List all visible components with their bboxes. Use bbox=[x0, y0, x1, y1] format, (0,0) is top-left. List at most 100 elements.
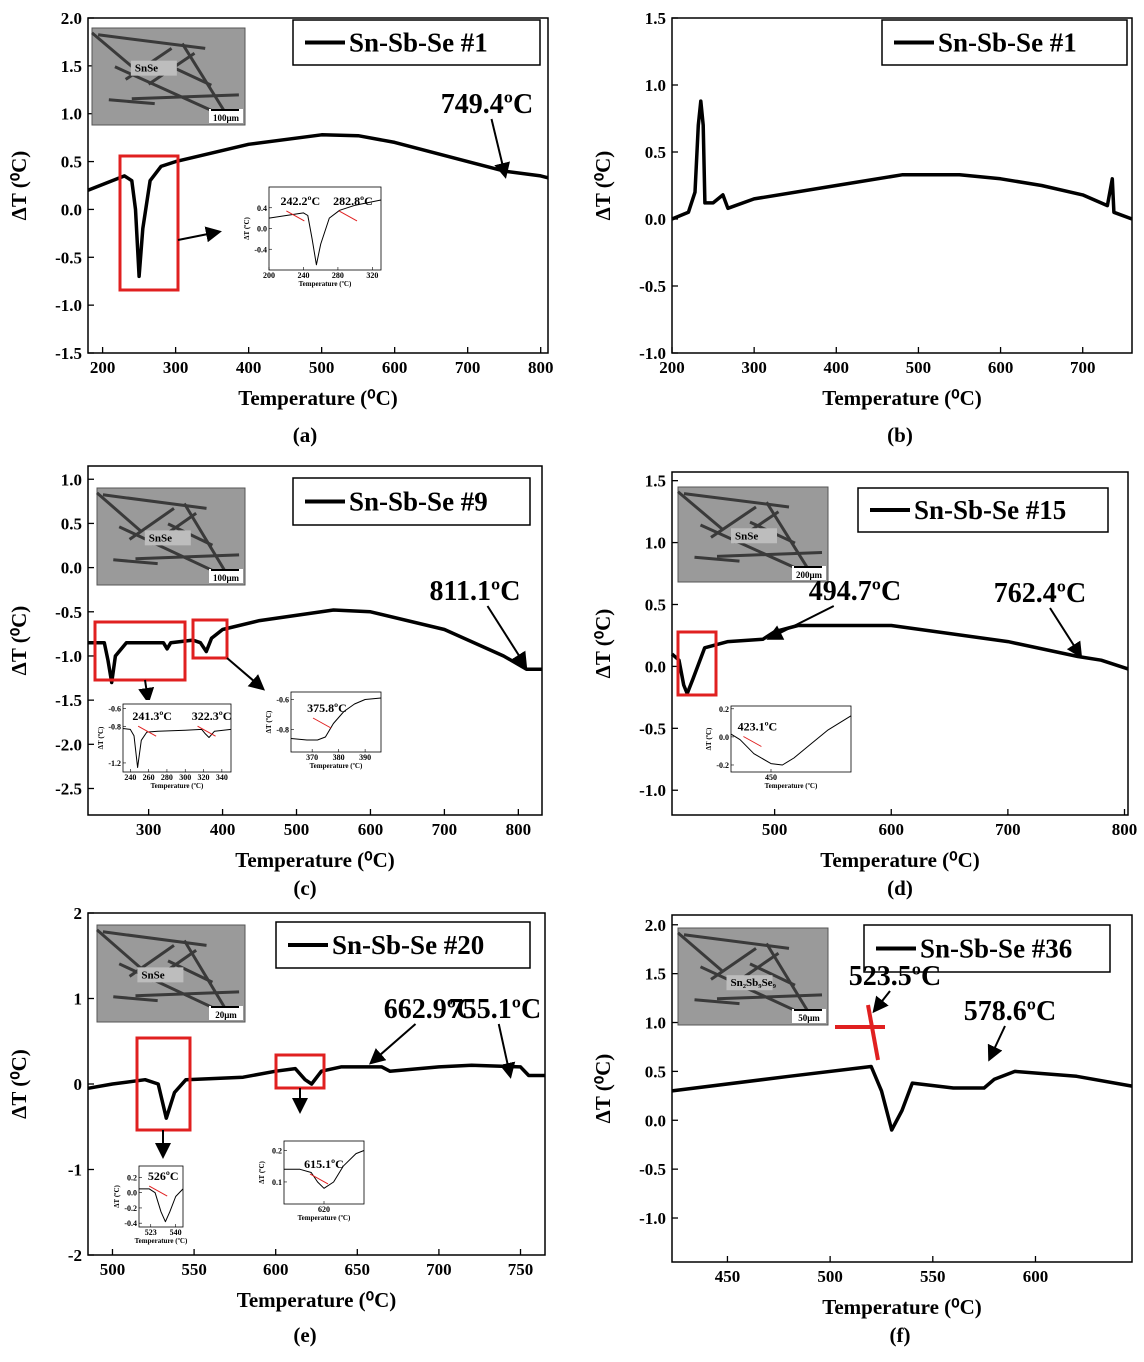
micrograph-feature bbox=[102, 930, 207, 947]
tangent-mark bbox=[137, 725, 157, 737]
scale-label: 100μm bbox=[213, 113, 240, 123]
label-bg bbox=[144, 530, 191, 546]
y-tick-label: 1.0 bbox=[645, 76, 666, 95]
micrograph-feature bbox=[135, 990, 240, 998]
micrograph-feature bbox=[694, 998, 740, 1006]
y-tick-label: -1.0 bbox=[55, 296, 82, 315]
x-tick-label: 600 bbox=[879, 820, 905, 839]
y-axis-label: ΔT (ºC) bbox=[97, 726, 105, 749]
peak-annotation: 811.1ºC bbox=[430, 576, 521, 607]
x-tick-label: 280 bbox=[161, 773, 173, 782]
data-line bbox=[290, 697, 382, 741]
highlight-box bbox=[118, 154, 180, 292]
x-tick-label: 400 bbox=[210, 820, 236, 839]
micrograph-feature bbox=[96, 491, 143, 533]
y-tick-label: -1.0 bbox=[639, 344, 666, 363]
pointer-arrow bbox=[177, 226, 222, 243]
x-tick-label: 400 bbox=[824, 358, 850, 377]
y-tick-label: -2.5 bbox=[55, 779, 82, 798]
panel-caption: (a) bbox=[293, 423, 318, 447]
x-tick-label: 700 bbox=[432, 820, 458, 839]
x-tick-label: 340 bbox=[216, 773, 228, 782]
plot-frame bbox=[87, 465, 543, 816]
y-tick-label: 0 bbox=[74, 1075, 83, 1094]
x-axis-label: Temperature (⁰C) bbox=[237, 1288, 396, 1312]
y-tick-label: -1 bbox=[68, 1161, 82, 1180]
y-axis-label: ΔT (⁰C) bbox=[591, 151, 615, 221]
inset-annotation: 241.3ºC bbox=[132, 709, 172, 723]
y-tick-label: 1.0 bbox=[61, 105, 82, 124]
peak-annotation: 578.6ºC bbox=[964, 996, 1056, 1027]
x-tick-label: 240 bbox=[124, 773, 136, 782]
micrograph-feature bbox=[183, 502, 231, 579]
y-axis-label: ΔT (⁰C) bbox=[7, 151, 31, 221]
micrograph-feature bbox=[749, 962, 796, 987]
x-tick-label: 450 bbox=[715, 1267, 741, 1286]
x-axis-label: Temperature (ºC) bbox=[765, 782, 818, 790]
highlight-box bbox=[93, 620, 187, 682]
legend-label: Sn-Sb-Se #1 bbox=[938, 28, 1077, 58]
y-tick-label: 0.2 bbox=[127, 1173, 137, 1182]
y-tick-label: 1.0 bbox=[645, 534, 666, 553]
x-tick-label: 320 bbox=[366, 271, 378, 280]
data-line bbox=[730, 715, 852, 766]
micrograph-label: Sn₂Sb₉Se₉ bbox=[731, 977, 777, 989]
inset-frame bbox=[268, 186, 382, 271]
x-tick-label: 550 bbox=[181, 1260, 207, 1279]
x-tick-label: 450 bbox=[765, 773, 777, 782]
x-tick-label: 300 bbox=[163, 358, 189, 377]
x-axis-label: Temperature (ºC) bbox=[298, 1214, 351, 1222]
plot-frame bbox=[671, 471, 1129, 816]
y-tick-label: 2 bbox=[74, 904, 83, 923]
x-tick-label: 650 bbox=[345, 1260, 371, 1279]
x-tick-label: 380 bbox=[333, 753, 345, 762]
tangent-mark bbox=[286, 210, 305, 222]
micrograph-feature bbox=[97, 33, 206, 50]
inset-annotation: 423.1ºC bbox=[738, 720, 778, 734]
micrograph-label: SnSe bbox=[149, 532, 172, 544]
panel-caption: (d) bbox=[887, 876, 913, 900]
x-tick-label: 200 bbox=[659, 358, 685, 377]
x-tick-label: 260 bbox=[143, 773, 155, 782]
tangent-mark bbox=[309, 1173, 329, 1185]
x-tick-label: 300 bbox=[136, 820, 162, 839]
micrograph-feature bbox=[765, 501, 813, 576]
x-tick-label: 280 bbox=[332, 271, 344, 280]
micrograph-feature bbox=[96, 928, 143, 970]
peak-annotation: 494.7ºC bbox=[809, 576, 901, 607]
tangent-mark bbox=[197, 725, 216, 737]
x-axis-label: Temperature (⁰C) bbox=[235, 848, 394, 872]
y-tick-label: -0.4 bbox=[124, 1219, 137, 1228]
micrograph-feature bbox=[765, 942, 813, 1019]
annotation-arrow bbox=[368, 1023, 417, 1065]
y-tick-label: 0.0 bbox=[719, 733, 729, 742]
x-tick-label: 800 bbox=[506, 820, 532, 839]
panel-caption: (f) bbox=[890, 1323, 911, 1347]
annotation-arrow bbox=[987, 1025, 1006, 1062]
y-tick-label: 1.0 bbox=[61, 470, 82, 489]
micrograph-feature bbox=[694, 555, 740, 563]
inset-annotation: 526ºC bbox=[148, 1169, 179, 1183]
micrograph-feature bbox=[183, 939, 231, 1016]
annotation-arrow bbox=[490, 118, 510, 179]
y-tick-label: -0.8 bbox=[276, 726, 289, 735]
scale-label: 50μm bbox=[798, 1013, 820, 1023]
micrograph-feature bbox=[683, 492, 790, 509]
micrograph-feature bbox=[677, 490, 724, 531]
y-tick-label: 0.5 bbox=[645, 595, 666, 614]
x-axis-label: Temperature (ºC) bbox=[310, 762, 363, 770]
scale-bg bbox=[209, 109, 243, 123]
data-line bbox=[88, 608, 542, 685]
annotation-arrow bbox=[1049, 607, 1083, 659]
x-tick-label: 750 bbox=[508, 1260, 534, 1279]
peak-annotation: 662.9ºC bbox=[384, 994, 476, 1025]
inset-annotation: 322.3ºC bbox=[192, 709, 232, 723]
y-tick-label: -0.5 bbox=[639, 277, 666, 296]
data-line bbox=[268, 199, 382, 266]
y-tick-label: 0.2 bbox=[272, 1146, 282, 1155]
data-line bbox=[122, 728, 232, 768]
y-tick-label: -0.5 bbox=[639, 719, 666, 738]
y-axis-label: ΔT (ºC) bbox=[113, 1184, 121, 1207]
legend-label: Sn-Sb-Se #1 bbox=[349, 28, 488, 58]
tangent-mark bbox=[148, 1185, 168, 1197]
